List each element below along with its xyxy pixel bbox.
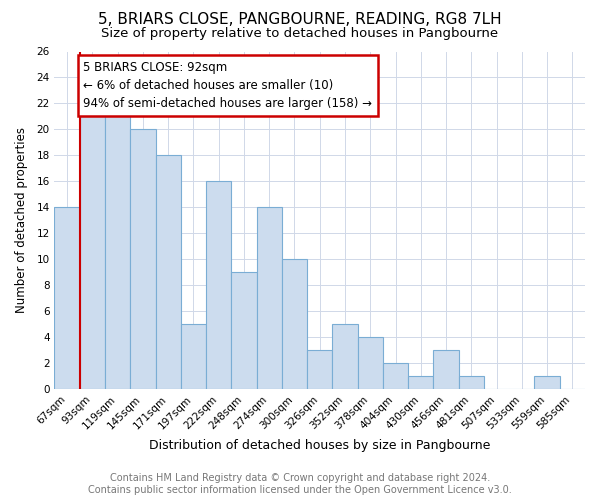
Text: Size of property relative to detached houses in Pangbourne: Size of property relative to detached ho…	[101, 28, 499, 40]
Bar	[383, 364, 408, 390]
Y-axis label: Number of detached properties: Number of detached properties	[15, 128, 28, 314]
Bar	[282, 260, 307, 390]
Text: 5 BRIARS CLOSE: 92sqm
← 6% of detached houses are smaller (10)
94% of semi-detac: 5 BRIARS CLOSE: 92sqm ← 6% of detached h…	[83, 60, 373, 110]
Bar	[231, 272, 257, 390]
Bar	[257, 208, 282, 390]
Bar	[408, 376, 433, 390]
Text: Contains HM Land Registry data © Crown copyright and database right 2024.
Contai: Contains HM Land Registry data © Crown c…	[88, 474, 512, 495]
Bar	[433, 350, 458, 390]
Bar	[55, 208, 80, 390]
Text: 5, BRIARS CLOSE, PANGBOURNE, READING, RG8 7LH: 5, BRIARS CLOSE, PANGBOURNE, READING, RG…	[98, 12, 502, 28]
Bar	[332, 324, 358, 390]
Bar	[181, 324, 206, 390]
Bar	[458, 376, 484, 390]
Bar	[358, 338, 383, 390]
Bar	[130, 130, 155, 390]
Bar	[535, 376, 560, 390]
Bar	[105, 104, 130, 390]
Bar	[80, 116, 105, 390]
X-axis label: Distribution of detached houses by size in Pangbourne: Distribution of detached houses by size …	[149, 440, 490, 452]
Bar	[206, 182, 231, 390]
Bar	[155, 156, 181, 390]
Bar	[307, 350, 332, 390]
